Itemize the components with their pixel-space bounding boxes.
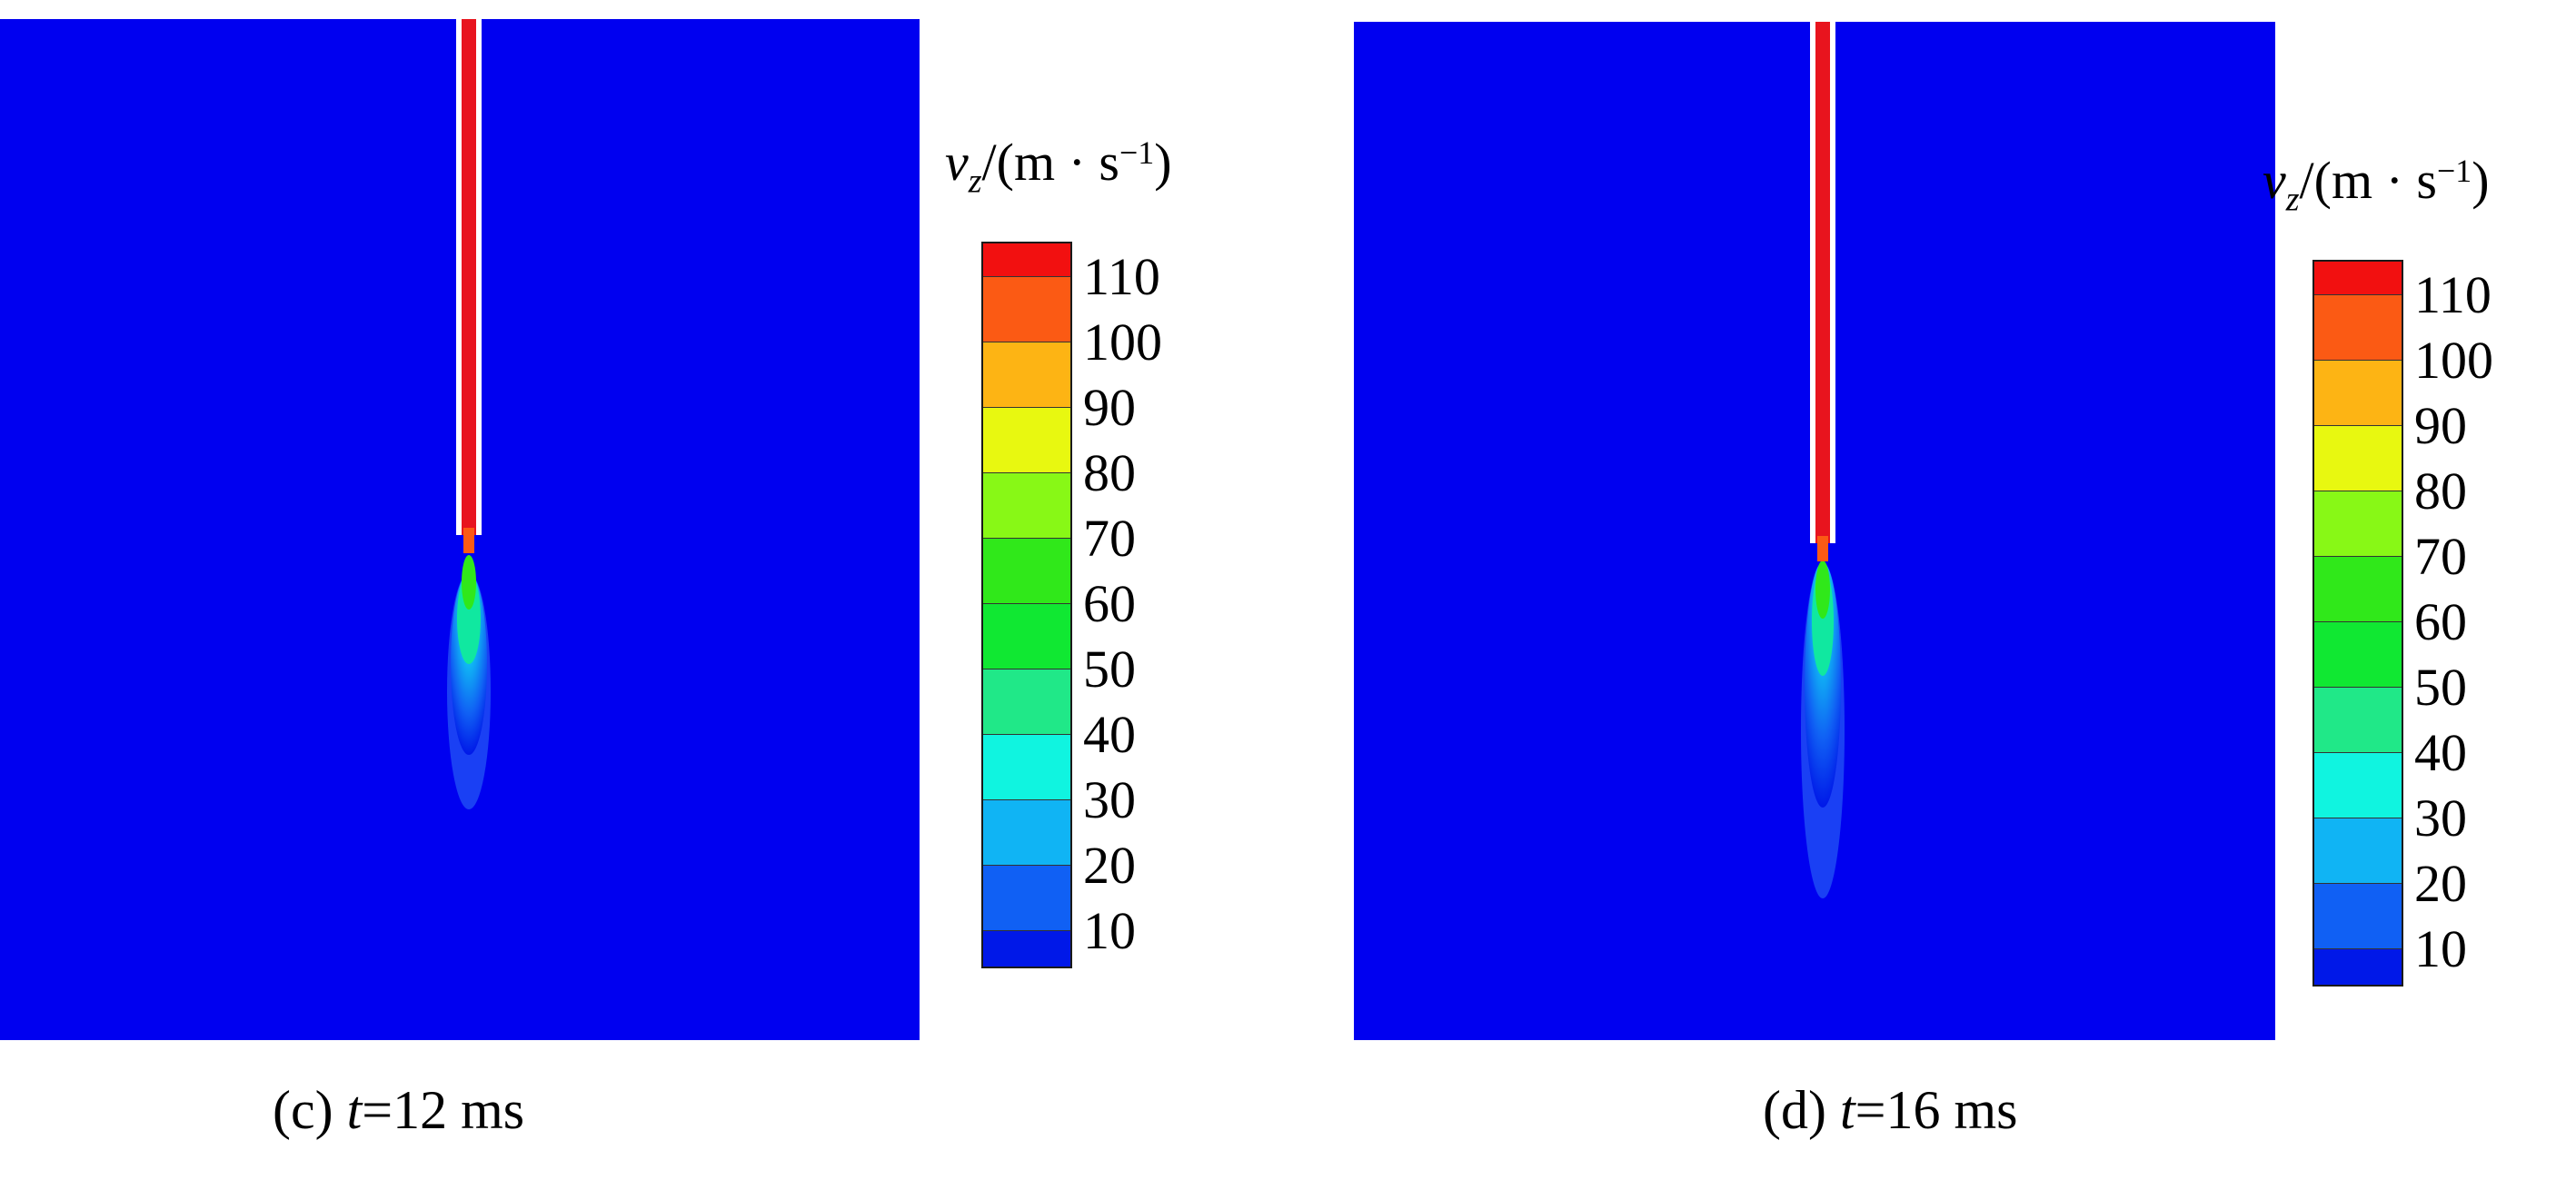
colorbar-tick-label: 20 [2414, 854, 2467, 914]
colorbar-title: vz/(m · s−1) [945, 133, 1172, 201]
colorbar-swatch [2314, 948, 2402, 986]
colorbar [981, 242, 1072, 969]
colorbar-swatch [983, 243, 1070, 277]
colorbar-swatch [2314, 883, 2402, 949]
colorbar-swatch [983, 342, 1070, 408]
colorbar [2312, 260, 2403, 987]
colorbar-swatch [983, 276, 1070, 342]
velocity-contour-field-d [1354, 22, 2275, 1040]
colorbar-swatch [2314, 752, 2402, 818]
colorbar-tick-label: 100 [1083, 312, 1162, 372]
colorbar-swatch [983, 799, 1070, 866]
colorbar-swatch [2314, 262, 2402, 295]
colorbar-swatch [2314, 621, 2402, 688]
colorbar-tick-label: 10 [2414, 919, 2467, 979]
colorbar-tick-label: 80 [2414, 461, 2467, 521]
colorbar-swatch [983, 407, 1070, 473]
colorbar-tick-label: 90 [2414, 396, 2467, 456]
velocity-contour-field-c [0, 19, 920, 1040]
colorbar-swatch [2314, 425, 2402, 491]
colorbar-swatch [983, 538, 1070, 604]
colorbar-swatch [2314, 294, 2402, 361]
colorbar-swatch [2314, 556, 2402, 622]
colorbar-swatch [983, 603, 1070, 669]
colorbar-legend-d: vz/(m · s−1) 110 100 90 80 70 60 [2263, 151, 2493, 987]
colorbar-swatch [2314, 818, 2402, 884]
colorbar-tick-label: 70 [1083, 509, 1136, 569]
jet-core [462, 19, 476, 535]
colorbar-tick-label: 80 [1083, 443, 1136, 503]
panel-c: vz/(m · s−1) 110 100 90 80 70 60 [0, 19, 1172, 1140]
colorbar-swatch [2314, 491, 2402, 557]
colorbar-tick-label: 20 [1083, 836, 1136, 896]
colorbar-swatch [983, 930, 1070, 967]
colorbar-tick-label: 60 [1083, 574, 1136, 634]
plume-tip [1815, 560, 1830, 619]
colorbar-swatch [983, 669, 1070, 735]
plume-tip [462, 555, 476, 610]
colorbar-tick-label: 40 [1083, 705, 1136, 765]
colorbar-tick-label: 70 [2414, 527, 2467, 587]
colorbar-tick-label: 30 [2414, 788, 2467, 848]
contour-plot-c [0, 19, 920, 1040]
colorbar-tick-label: 50 [2414, 658, 2467, 718]
colorbar-tick-label: 50 [1083, 640, 1136, 699]
nozzle-exit [1817, 536, 1828, 561]
colorbar-tick-label: 110 [1083, 247, 1160, 307]
colorbar-tick-label: 60 [2414, 592, 2467, 652]
jet-core [1815, 22, 1830, 543]
colorbar-swatch [983, 472, 1070, 539]
colorbar-tick-label: 100 [2414, 331, 2493, 391]
colorbar-tick-label: 30 [1083, 770, 1136, 830]
panel-caption-d: (d) t=16 ms [1763, 1080, 2018, 1140]
colorbar-tick-label: 110 [2414, 265, 2491, 325]
colorbar-tick-label: 10 [1083, 901, 1136, 961]
colorbar-swatch [2314, 687, 2402, 753]
nozzle-exit [463, 528, 474, 553]
colorbar-title: vz/(m · s−1) [2263, 151, 2490, 219]
colorbar-tick-label: 40 [2414, 723, 2467, 783]
colorbar-tick-label: 90 [1083, 378, 1136, 438]
panel-d: vz/(m · s−1) 110 100 90 80 70 60 [1354, 0, 2576, 1180]
colorbar-swatch [983, 865, 1070, 931]
colorbar-legend-c: vz/(m · s−1) 110 100 90 80 70 60 [945, 133, 1172, 969]
panel-caption-c: (c) t=12 ms [273, 1080, 525, 1140]
colorbar-swatch [2314, 360, 2402, 426]
contour-plot-d [1354, 22, 2275, 1040]
colorbar-swatch [983, 734, 1070, 800]
